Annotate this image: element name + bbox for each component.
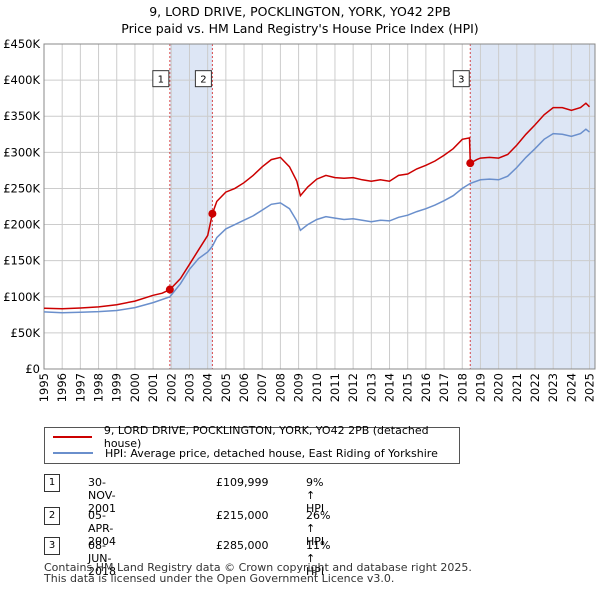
x-tick-label: 2023 — [546, 373, 560, 402]
x-tick-label: 2018 — [455, 373, 469, 402]
legend-label-hpi: HPI: Average price, detached house, East… — [105, 446, 438, 460]
sale-label-number: 2 — [200, 75, 206, 86]
y-tick-label: £150K — [3, 254, 40, 268]
sale-price: £109,999 — [216, 476, 269, 489]
x-tick-label: 2019 — [473, 373, 487, 402]
footer-copyright: Contains HM Land Registry data © Crown c… — [44, 561, 472, 574]
sale-label-box — [194, 70, 212, 88]
y-tick-label: £100K — [3, 290, 40, 304]
x-tick-label: 2011 — [328, 373, 342, 402]
x-tick-label: 2005 — [219, 373, 233, 402]
sale-number-badge: 1 — [44, 474, 60, 492]
x-tick-label: 2007 — [255, 373, 269, 402]
sale-label-box — [152, 70, 170, 88]
x-tick-label: 2014 — [383, 373, 397, 402]
x-tick-label: 2016 — [419, 373, 433, 402]
shaded-period — [169, 44, 213, 369]
y-tick-label: £350K — [3, 109, 40, 123]
chart-subtitle: Price paid vs. HM Land Registry's House … — [121, 21, 479, 36]
x-tick-label: 2017 — [437, 373, 451, 402]
x-tick-label: 1998 — [92, 373, 106, 402]
chart-title: 9, LORD DRIVE, POCKLINGTON, YORK, YO42 2… — [149, 4, 451, 19]
sale-hpi-change: 9% ↑ HPI — [306, 476, 325, 515]
x-tick-label: 2025 — [583, 373, 597, 402]
x-tick-label: 2001 — [146, 373, 160, 402]
y-tick-label: £300K — [3, 145, 40, 159]
sale-price: £285,000 — [216, 539, 269, 552]
x-tick-label: 2021 — [510, 373, 524, 402]
sale-point — [165, 285, 174, 294]
x-tick-label: 1997 — [73, 373, 87, 402]
x-tick-label: 2004 — [201, 373, 215, 402]
x-tick-label: 1999 — [110, 373, 124, 402]
legend-item-property: 9, LORD DRIVE, POCKLINGTON, YORK, YO42 2… — [53, 424, 459, 450]
x-tick-label: 2012 — [346, 373, 360, 402]
x-tick-label: 2022 — [528, 373, 542, 402]
footer-license: This data is licensed under the Open Gov… — [44, 572, 395, 585]
shaded-period — [470, 44, 595, 369]
price-chart: £0 £50K £100K £150K £200K £250K £300K £350K £400… — [3, 37, 597, 402]
sale-hpi-change: 26% ↑ HPI — [306, 509, 331, 548]
legend-label-property: 9, LORD DRIVE, POCKLINGTON, YORK, YO42 2… — [103, 424, 429, 450]
sale-date: 08-JUN-2018 — [88, 539, 116, 578]
sale-label-box — [452, 70, 470, 88]
x-tick-label: 2003 — [182, 373, 196, 402]
sale-hpi-change: 11% ↑ HPI — [306, 539, 331, 578]
x-tick-label: 2008 — [273, 373, 287, 402]
y-tick-label: £250K — [3, 181, 40, 195]
sale-label-number: 3 — [458, 75, 464, 86]
x-tick-label: 2010 — [310, 373, 324, 402]
sale-point — [466, 159, 475, 168]
x-tick-label: 2002 — [164, 373, 178, 402]
hpi-series-line — [43, 128, 590, 314]
property-series-line — [43, 102, 591, 310]
x-tick-label: 2015 — [401, 373, 415, 402]
y-tick-label: £400K — [3, 73, 40, 87]
sale-number-badge: 2 — [44, 507, 60, 525]
plot-border — [43, 43, 596, 370]
x-tick-label: 1996 — [55, 373, 69, 402]
x-tick-label: 1995 — [37, 373, 51, 402]
x-tick-label: 2020 — [492, 373, 506, 402]
legend-swatch-property — [53, 436, 92, 438]
sale-number-badge: 3 — [44, 537, 60, 555]
x-tick-label: 2013 — [364, 373, 378, 402]
sale-label-number: 1 — [158, 75, 164, 86]
legend-swatch-hpi — [53, 452, 93, 454]
x-tick-label: 2009 — [292, 373, 306, 402]
sale-point — [208, 209, 217, 218]
x-tick-label: 2000 — [128, 373, 142, 402]
x-tick-label: 2006 — [237, 373, 251, 402]
y-tick-label: £200K — [3, 218, 40, 232]
legend-item-hpi: HPI: Average price, detached house, East… — [53, 445, 438, 461]
y-tick-label: £50K — [11, 326, 41, 340]
x-tick-label: 2024 — [564, 373, 578, 402]
y-tick-label: £450K — [3, 37, 40, 51]
sale-price: £215,000 — [216, 509, 269, 522]
legend: 9, LORD DRIVE, POCKLINGTON, YORK, YO42 2… — [44, 424, 460, 464]
y-tick-label: £0 — [25, 362, 40, 376]
sale-date: 05-APR-2004 — [88, 509, 116, 548]
sale-date: 30-NOV-2001 — [88, 476, 116, 515]
